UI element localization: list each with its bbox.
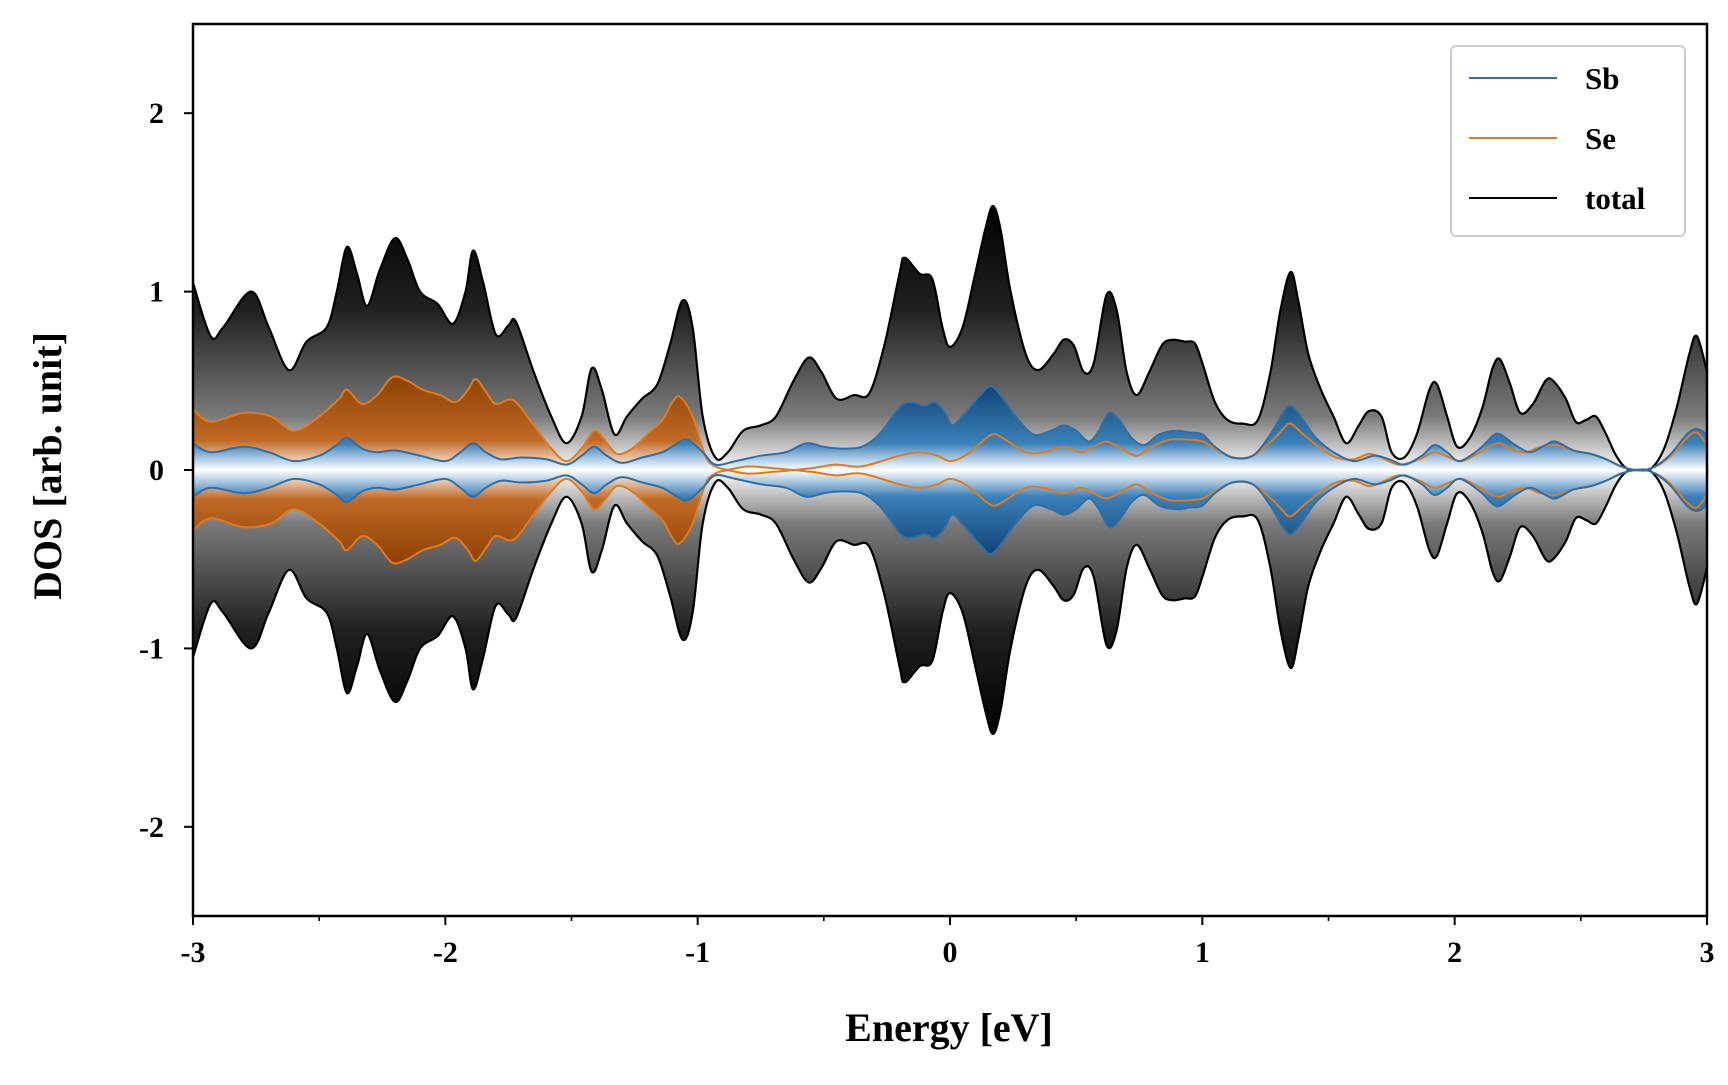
y-tick-label: 0 — [149, 454, 164, 487]
y-tick-label: -1 — [139, 632, 164, 665]
x-tick-label: 1 — [1195, 936, 1210, 969]
x-tick-label: 2 — [1447, 936, 1462, 969]
y-tick-label: -2 — [139, 811, 164, 844]
series-line-sb-negative — [193, 468, 1707, 555]
series-line-total-positive — [193, 204, 1707, 472]
series-line-se-negative — [193, 465, 1707, 565]
legend-label-se: Se — [1585, 121, 1616, 156]
y-tick-label: 1 — [149, 276, 164, 309]
x-tick-label: -3 — [181, 936, 206, 969]
legend-box — [1450, 45, 1686, 237]
series-line-se-positive — [193, 375, 1707, 475]
legend: Sb Se total — [1450, 45, 1686, 237]
x-tick-label: -2 — [433, 936, 458, 969]
legend-label-total: total — [1585, 181, 1646, 216]
axes: -3 -2 -1 0 1 2 3 -2 -1 0 1 2 — [139, 22, 1715, 969]
x-tick-label: -1 — [685, 936, 710, 969]
x-axis-label: Energy [eV] — [845, 1005, 1053, 1050]
y-axis-label: DOS [arb. unit] — [25, 332, 70, 600]
x-tick-label: 0 — [943, 936, 958, 969]
x-tick-label: 3 — [1700, 936, 1715, 969]
series-line-sb-positive — [193, 385, 1707, 472]
legend-label-sb: Sb — [1585, 61, 1619, 96]
series-line-total-negative — [193, 468, 1707, 736]
plot-area — [193, 204, 1707, 736]
y-tick-label: 2 — [149, 97, 164, 130]
